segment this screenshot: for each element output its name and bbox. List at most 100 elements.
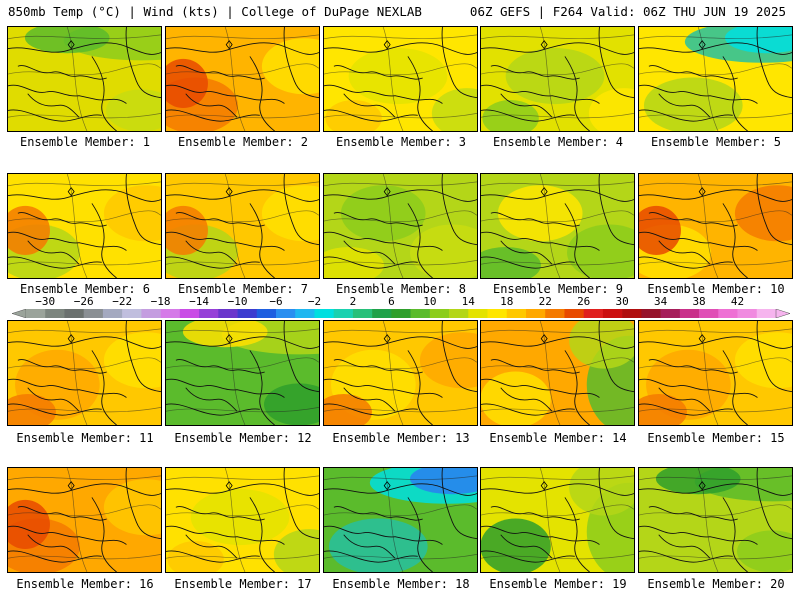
- colorbar-tick-label: −18: [150, 295, 171, 308]
- colorbar-swatch: [622, 309, 642, 318]
- colorbar-tick-label: 2: [349, 295, 357, 308]
- colorbar-swatch: [26, 309, 46, 318]
- colorbar-tick-label: 10: [423, 295, 437, 308]
- station-marker-icon: [698, 334, 706, 344]
- colorbar-left-arrow: [12, 309, 27, 318]
- station-marker-icon: [698, 187, 706, 197]
- colorbar-tick-label: −6: [269, 295, 283, 308]
- temperature-field-map: [639, 27, 792, 131]
- temperature-field-map: [639, 321, 792, 425]
- ensemble-member-label: Ensemble Member: 3: [335, 135, 467, 149]
- ensemble-map-panel: [323, 320, 478, 426]
- colorbar-swatch: [410, 309, 431, 318]
- ensemble-map-panel: [480, 320, 635, 426]
- colorbar-swatch: [83, 309, 104, 318]
- colorbar-tick-label: −26: [73, 295, 94, 308]
- station-marker-icon: [67, 334, 75, 344]
- ensemble-map-panel: [7, 173, 162, 279]
- ensemble-member-label: Ensemble Member: 16: [16, 577, 154, 591]
- temperature-field-map: [166, 27, 319, 131]
- colorbar-swatch: [679, 309, 700, 318]
- colorbar-tick-label: 26: [577, 295, 591, 308]
- ensemble-member-label: Ensemble Member: 13: [332, 431, 470, 445]
- colorbar-tick-label: 22: [538, 295, 552, 308]
- colorbar-swatch: [699, 309, 719, 318]
- temperature-field-map: [481, 174, 634, 278]
- colorbar-swatch: [660, 309, 681, 318]
- ensemble-member-label: Ensemble Member: 20: [647, 577, 785, 591]
- temperature-field-map: [166, 321, 319, 425]
- ensemble-map-panel: [165, 320, 320, 426]
- station-marker-icon: [225, 40, 233, 50]
- ensemble-member-label: Ensemble Member: 1: [19, 135, 151, 149]
- colorbar-swatch: [314, 309, 334, 318]
- colorbar-tick-label: 38: [692, 295, 706, 308]
- colorbar-swatch: [102, 309, 123, 318]
- temperature-field-map: [166, 468, 319, 572]
- ensemble-map-panel: [165, 173, 320, 279]
- station-marker-icon: [383, 40, 391, 50]
- station-marker-icon: [698, 40, 706, 50]
- ensemble-member-label: Ensemble Member: 12: [174, 431, 312, 445]
- ensemble-member-label: Ensemble Member: 6: [19, 282, 151, 296]
- station-marker-icon: [540, 334, 548, 344]
- colorbar-swatch: [429, 309, 450, 318]
- station-marker-icon: [540, 481, 548, 491]
- ensemble-member-label: Ensemble Member: 4: [492, 135, 624, 149]
- ensemble-map-panel: [638, 467, 793, 573]
- colorbar-swatch: [237, 309, 258, 318]
- ensemble-member-label: Ensemble Member: 8: [335, 282, 467, 296]
- temperature-field-map: [481, 27, 634, 131]
- temperature-field-map: [481, 321, 634, 425]
- ensemble-member-label: Ensemble Member: 15: [647, 431, 785, 445]
- colorbar-swatch: [468, 309, 488, 318]
- model-run-info: 06Z GEFS | F264 Valid: 06Z THU JUN 19 20…: [469, 4, 786, 19]
- ensemble-map-panel: [7, 467, 162, 573]
- station-marker-icon: [225, 187, 233, 197]
- ensemble-map-panel: [7, 26, 162, 132]
- temperature-field-map: [8, 27, 161, 131]
- ensemble-map-panel: [480, 26, 635, 132]
- colorbar-swatch: [122, 309, 142, 318]
- ensemble-map-panel: [323, 173, 478, 279]
- colorbar-swatch: [526, 309, 546, 318]
- colorbar-swatch: [276, 309, 296, 318]
- colorbar-swatch: [45, 309, 65, 318]
- ensemble-member-label: Ensemble Member: 7: [177, 282, 309, 296]
- station-marker-icon: [383, 187, 391, 197]
- colorbar-swatch: [756, 309, 777, 318]
- station-marker-icon: [225, 481, 233, 491]
- station-marker-icon: [540, 40, 548, 50]
- colorbar-swatch: [179, 309, 200, 318]
- colorbar-swatch: [372, 309, 392, 318]
- ensemble-map-panel: [323, 26, 478, 132]
- colorbar-swatch: [352, 309, 373, 318]
- colorbar-tick-label: −2: [307, 295, 322, 308]
- colorbar-swatch: [141, 309, 161, 318]
- colorbar-swatch: [583, 309, 604, 318]
- colorbar-tick-label: 34: [653, 295, 668, 308]
- colorbar-swatch: [602, 309, 623, 318]
- temperature-field-map: [324, 321, 477, 425]
- colorbar-swatch: [64, 309, 84, 318]
- temperature-field-map: [639, 468, 792, 572]
- ensemble-map-panel: [480, 173, 635, 279]
- station-marker-icon: [67, 481, 75, 491]
- colorbar-swatch: [199, 309, 219, 318]
- temperature-field-map: [8, 321, 161, 425]
- temperature-field-map: [166, 174, 319, 278]
- ensemble-map-panel: [165, 467, 320, 573]
- colorbar-tick-label: −30: [35, 295, 56, 308]
- station-marker-icon: [540, 187, 548, 197]
- ensemble-member-label: Ensemble Member: 11: [16, 431, 154, 445]
- ensemble-member-label: Ensemble Member: 2: [177, 135, 309, 149]
- station-marker-icon: [67, 187, 75, 197]
- ensemble-map-panel: [7, 320, 162, 426]
- ensemble-member-label: Ensemble Member: 14: [489, 431, 627, 445]
- colorbar-swatch: [218, 309, 238, 318]
- colorbar-tick-label: 18: [500, 295, 514, 308]
- colorbar-tick-label: 42: [730, 295, 745, 308]
- temperature-field-map: [324, 27, 477, 131]
- ensemble-map-panel: [638, 173, 793, 279]
- temperature-field-map: [8, 174, 161, 278]
